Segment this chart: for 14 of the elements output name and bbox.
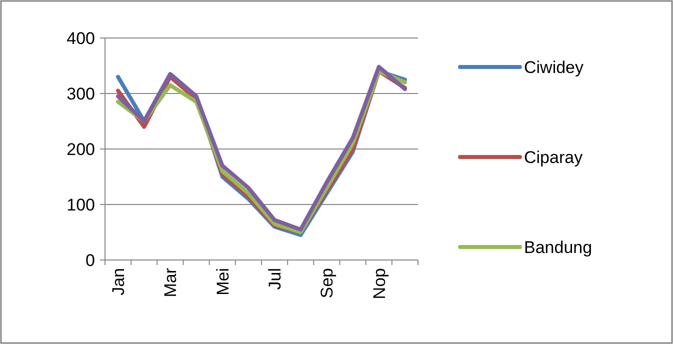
legend-label: Ciwidey: [524, 58, 584, 77]
x-tick-label: Sep: [318, 268, 337, 298]
x-tick-label: Jul: [265, 268, 284, 290]
x-tick-label: Mei: [213, 268, 232, 296]
x-tick-label: Mar: [161, 268, 180, 298]
y-tick-label: 300: [66, 84, 95, 104]
y-tick-label: 100: [66, 195, 95, 214]
legend-label: Bandung: [524, 238, 592, 257]
y-tick-label: 200: [66, 140, 95, 159]
x-tick-label: Jan: [108, 268, 128, 296]
y-tick-label: 0: [86, 250, 95, 270]
x-tick-label: Nop: [370, 268, 389, 300]
y-tick-label: 400: [66, 28, 95, 48]
legend-label: Ciparay: [524, 148, 584, 167]
